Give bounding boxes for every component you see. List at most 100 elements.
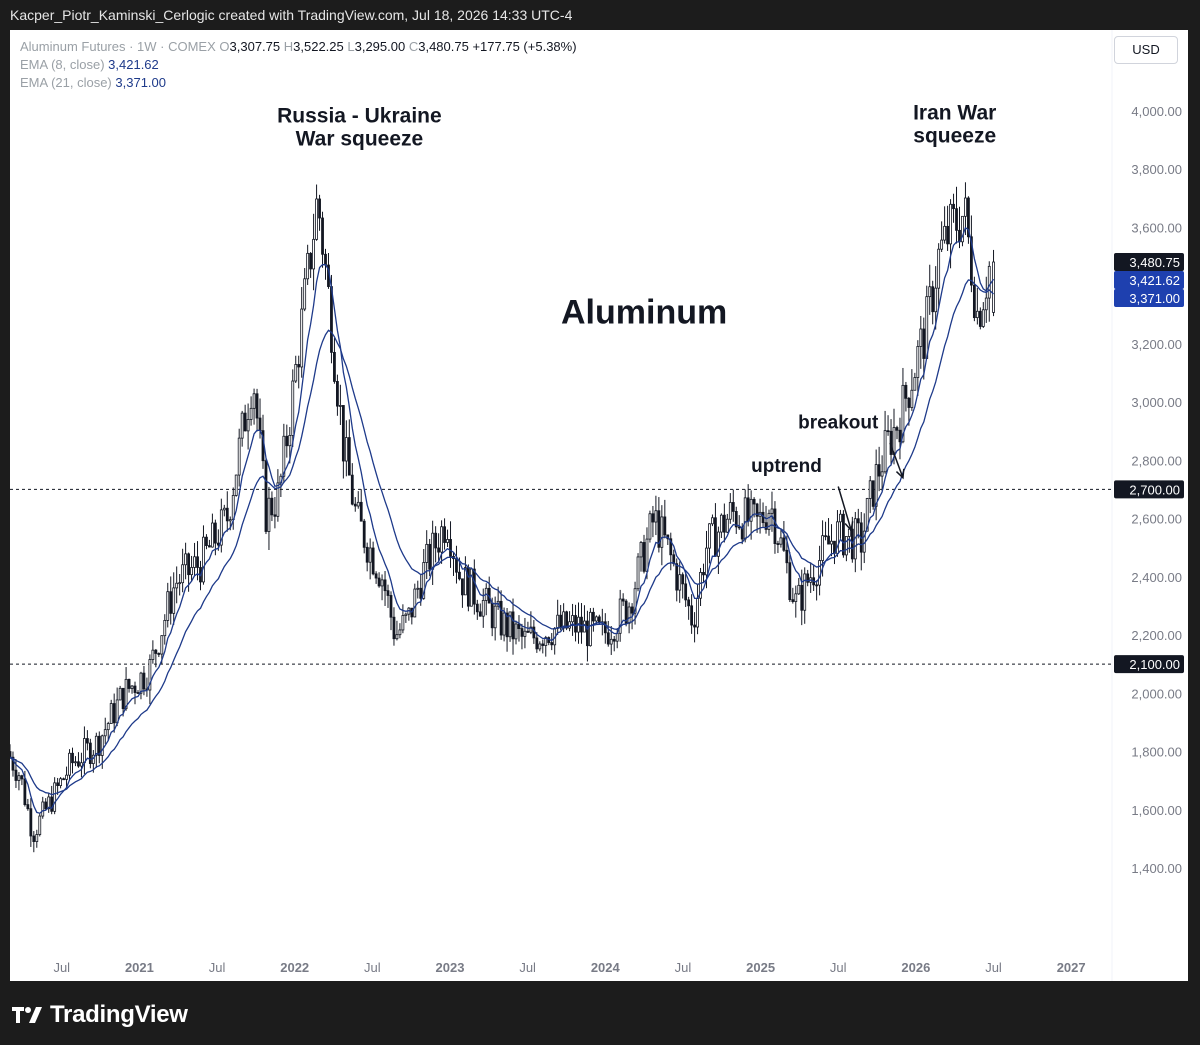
candle-down xyxy=(755,503,759,517)
candle-down xyxy=(681,574,685,585)
candle-up xyxy=(818,560,821,586)
candle-up xyxy=(481,600,485,617)
candle-down xyxy=(347,437,351,476)
candle-up xyxy=(639,542,643,558)
candle-up xyxy=(303,278,307,310)
candle-up xyxy=(38,815,42,835)
last-price-label-bg xyxy=(1114,253,1184,272)
candle-up xyxy=(589,611,592,647)
candle-down xyxy=(898,429,902,443)
candle-down xyxy=(574,615,577,633)
candle-up xyxy=(928,286,932,298)
candle-up xyxy=(312,238,316,270)
candle-down xyxy=(443,526,446,543)
candle-down xyxy=(684,583,688,601)
candle-down xyxy=(535,637,539,650)
currency-button[interactable]: USD xyxy=(1114,36,1178,64)
candle-up xyxy=(294,364,298,382)
x-tick-label: 2021 xyxy=(125,960,154,975)
candle-down xyxy=(428,543,432,570)
y-tick-label: 3,800.00 xyxy=(1131,162,1182,177)
x-tick-label: Jul xyxy=(53,960,70,975)
candle-down xyxy=(449,539,452,557)
footer-brand-text: TradingView xyxy=(50,1001,188,1028)
candle-down xyxy=(714,517,717,557)
ema8-row[interactable]: EMA (8, close) 3,421.62 xyxy=(20,56,577,74)
candle-up xyxy=(847,528,851,537)
candle-up xyxy=(984,297,988,311)
candle-down xyxy=(255,393,259,419)
candle-up xyxy=(210,522,214,548)
candle-up xyxy=(249,407,253,420)
level-label: 2,700.00 xyxy=(1129,482,1180,497)
candle-up xyxy=(654,510,658,523)
candle-down xyxy=(208,545,211,548)
y-tick-label: 2,200.00 xyxy=(1131,628,1182,643)
candle-down xyxy=(225,507,229,522)
candle-up xyxy=(508,611,512,638)
candle-down xyxy=(88,742,92,764)
candle-down xyxy=(258,417,262,432)
candle-down xyxy=(56,782,60,786)
candle-down xyxy=(877,464,881,477)
candle-down xyxy=(520,628,524,637)
candle-down xyxy=(806,573,810,583)
candle-down xyxy=(657,510,661,548)
candle-up xyxy=(678,574,682,591)
candle-down xyxy=(559,614,563,629)
candle-down xyxy=(526,630,530,633)
candle-up xyxy=(398,629,402,636)
chart-panel[interactable]: Aluminum Futures · 1W · COMEX O3,307.75 … xyxy=(10,30,1188,981)
candle-down xyxy=(565,611,568,629)
candle-down xyxy=(359,501,363,522)
candle-down xyxy=(687,599,691,607)
candle-down xyxy=(800,584,804,611)
candle-down xyxy=(606,632,610,645)
candle-down xyxy=(419,587,423,599)
x-tick-label: Jul xyxy=(985,960,1002,975)
candle-up xyxy=(425,543,429,563)
candle-up xyxy=(794,593,798,602)
candle-down xyxy=(133,685,137,693)
candle-down xyxy=(586,620,589,647)
candle-down xyxy=(136,692,140,694)
candle-up xyxy=(901,384,905,443)
candle-down xyxy=(377,577,381,587)
annotation-arrowhead xyxy=(844,521,854,532)
symbol-label[interactable]: Aluminum Futures · 1W · COMEX xyxy=(20,39,216,54)
candle-up xyxy=(47,796,51,810)
candle-down xyxy=(478,611,482,617)
candle-up xyxy=(916,346,920,378)
candle-up xyxy=(844,536,848,556)
attribution-text: Kacper_Piotr_Kaminski_Cerlogic created w… xyxy=(10,7,573,23)
candle-up xyxy=(797,584,801,595)
candle-up xyxy=(315,198,318,240)
candle-down xyxy=(77,761,80,767)
x-tick-label: Jul xyxy=(364,960,381,975)
candle-up xyxy=(139,672,143,694)
candle-up xyxy=(538,643,542,650)
ema21-row[interactable]: EMA (21, close) 3,371.00 xyxy=(20,74,577,92)
candle-up xyxy=(868,480,872,499)
chart-title: Aluminum xyxy=(561,293,727,331)
candle-up xyxy=(306,252,310,280)
close-value: 3,480.75 xyxy=(418,39,469,54)
candle-up xyxy=(53,782,57,812)
candle-down xyxy=(931,286,935,313)
candle-up xyxy=(100,735,104,756)
candle-up xyxy=(178,582,182,585)
candle-down xyxy=(243,412,247,432)
candle-down xyxy=(461,578,464,596)
candle-down xyxy=(23,778,27,806)
candle-up xyxy=(940,239,944,250)
candle-up xyxy=(80,762,83,767)
candle-up xyxy=(59,778,62,786)
candle-up xyxy=(416,587,420,590)
candle-down xyxy=(273,514,277,517)
last-price-label: 3,480.75 xyxy=(1129,255,1180,270)
candle-down xyxy=(597,616,601,623)
y-tick-label: 2,800.00 xyxy=(1131,453,1182,468)
candle-up xyxy=(267,497,271,532)
candle-down xyxy=(782,537,786,551)
price-chart[interactable]: 1,400.00 1,600.00 1,800.00 2,000.00 2,200.00… xyxy=(10,30,1188,981)
